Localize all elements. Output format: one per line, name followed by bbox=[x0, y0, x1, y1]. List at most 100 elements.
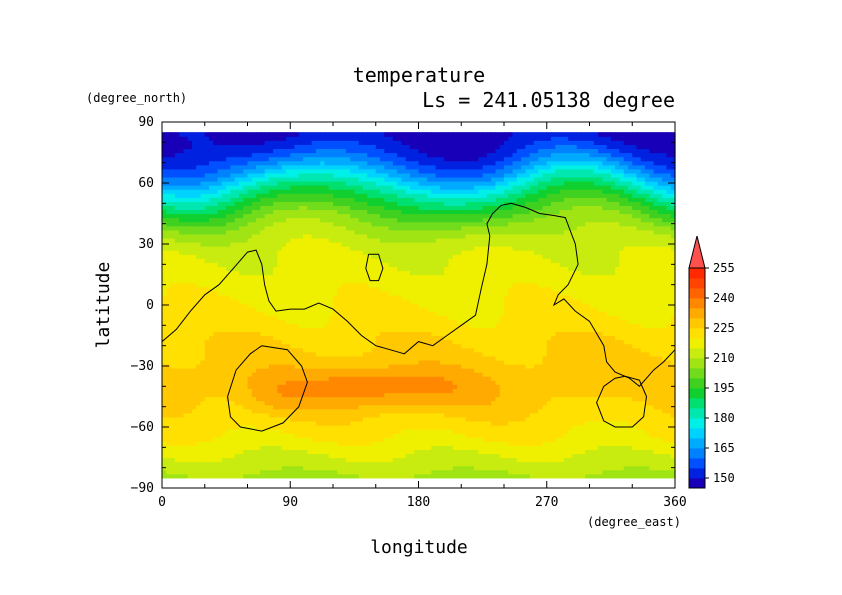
heatmap-cell bbox=[281, 416, 287, 422]
heatmap-cell bbox=[243, 433, 249, 438]
heatmap-cell bbox=[632, 355, 638, 361]
heatmap-cell bbox=[422, 469, 428, 475]
heatmap-cell bbox=[666, 392, 672, 398]
heatmap-cell bbox=[474, 311, 479, 316]
heatmap-cell bbox=[350, 368, 355, 373]
heatmap-cell bbox=[221, 396, 227, 402]
heatmap-cell bbox=[551, 420, 556, 426]
heatmap-cell bbox=[469, 441, 475, 446]
heatmap-cell bbox=[367, 380, 373, 385]
heatmap-cell bbox=[320, 445, 326, 450]
heatmap-cell bbox=[486, 465, 492, 471]
heatmap-cell bbox=[350, 473, 355, 479]
heatmap-cell bbox=[315, 429, 321, 434]
heatmap-cell bbox=[439, 384, 445, 389]
heatmap-cell bbox=[285, 335, 291, 341]
heatmap-cell bbox=[491, 412, 497, 418]
heatmap-cell bbox=[247, 359, 253, 365]
heatmap-cell bbox=[504, 347, 509, 353]
heatmap-cell bbox=[221, 343, 227, 349]
heatmap-cell bbox=[640, 429, 646, 434]
heatmap-cell bbox=[333, 453, 338, 459]
heatmap-cell bbox=[367, 368, 373, 373]
heatmap-cell bbox=[307, 384, 313, 389]
heatmap-cell bbox=[538, 363, 544, 369]
heatmap-cell bbox=[320, 307, 326, 312]
heatmap-cell bbox=[456, 380, 462, 385]
heatmap-cell bbox=[350, 363, 355, 369]
heatmap-cell bbox=[482, 380, 488, 385]
heatmap-cell bbox=[397, 335, 402, 341]
heatmap-cell bbox=[499, 343, 505, 349]
heatmap-cell bbox=[640, 445, 646, 450]
heatmap-cell bbox=[371, 335, 377, 341]
heatmap-cell bbox=[303, 315, 308, 320]
heatmap-cell bbox=[491, 469, 497, 475]
heatmap-cell bbox=[371, 384, 377, 389]
heatmap-cell bbox=[645, 327, 650, 333]
heatmap-cell bbox=[593, 323, 599, 328]
heatmap-cell bbox=[662, 449, 668, 455]
heatmap-cell bbox=[435, 449, 441, 455]
heatmap-cell bbox=[405, 420, 411, 426]
heatmap-cell bbox=[281, 339, 287, 345]
heatmap-cell bbox=[350, 416, 355, 422]
heatmap-cell bbox=[435, 465, 441, 471]
heatmap-cell bbox=[268, 359, 274, 365]
heatmap-cell bbox=[568, 400, 574, 406]
heatmap-cell bbox=[645, 347, 650, 353]
heatmap-cell bbox=[602, 319, 608, 324]
heatmap-cell bbox=[281, 433, 287, 438]
heatmap-cell bbox=[345, 327, 351, 333]
heatmap-cell bbox=[649, 433, 655, 438]
heatmap-cell bbox=[251, 449, 257, 455]
heatmap-cell bbox=[388, 392, 394, 398]
heatmap-cell bbox=[529, 347, 535, 353]
heatmap-cell bbox=[444, 416, 450, 422]
heatmap-cell bbox=[303, 449, 308, 455]
heatmap-cell bbox=[512, 331, 518, 337]
heatmap-cell bbox=[461, 335, 467, 341]
heatmap-cell bbox=[469, 331, 475, 337]
heatmap-cell bbox=[401, 416, 407, 422]
heatmap-cell bbox=[162, 453, 167, 459]
heatmap-cell bbox=[260, 351, 266, 357]
heatmap-cell bbox=[516, 351, 522, 357]
heatmap-cell bbox=[627, 457, 633, 463]
heatmap-cell bbox=[598, 416, 603, 422]
heatmap-cell bbox=[384, 400, 390, 406]
heatmap-cell bbox=[627, 315, 633, 320]
heatmap-cell bbox=[478, 363, 484, 369]
heatmap-cell bbox=[486, 420, 492, 426]
heatmap-cell bbox=[358, 429, 364, 434]
heatmap-cell bbox=[555, 380, 561, 385]
heatmap-cell bbox=[414, 433, 420, 438]
heatmap-cell bbox=[285, 323, 291, 328]
heatmap-cell bbox=[187, 416, 193, 422]
heatmap-cell bbox=[645, 469, 650, 475]
heatmap-cell bbox=[294, 449, 300, 455]
heatmap-cell bbox=[217, 392, 223, 398]
heatmap-cell bbox=[226, 412, 232, 418]
heatmap-cell bbox=[435, 392, 441, 398]
heatmap-cell bbox=[170, 449, 176, 455]
heatmap-cell bbox=[491, 368, 497, 373]
heatmap-cell bbox=[546, 400, 552, 406]
heatmap-cell bbox=[640, 441, 646, 446]
heatmap-cell bbox=[627, 351, 633, 357]
heatmap-cell bbox=[572, 396, 578, 402]
heatmap-cell bbox=[238, 343, 244, 349]
heatmap-cell bbox=[362, 307, 368, 312]
heatmap-cell bbox=[294, 408, 300, 414]
heatmap-cell bbox=[516, 396, 522, 402]
heatmap-cell bbox=[375, 416, 381, 422]
heatmap-cell bbox=[486, 368, 492, 373]
heatmap-cell bbox=[516, 441, 522, 446]
heatmap-cell bbox=[670, 315, 676, 320]
heatmap-cell bbox=[277, 388, 283, 394]
heatmap-cell bbox=[435, 441, 441, 446]
heatmap-cell bbox=[333, 315, 338, 320]
heatmap-cell bbox=[315, 384, 321, 389]
heatmap-cell bbox=[649, 319, 655, 324]
heatmap-cell bbox=[465, 437, 471, 442]
